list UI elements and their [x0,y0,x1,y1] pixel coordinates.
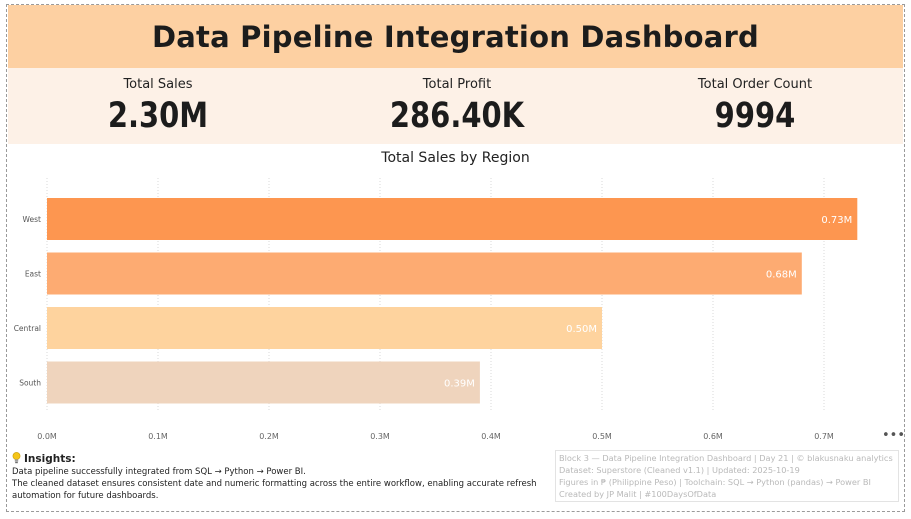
insights-title: Insights: [24,453,76,465]
dashboard-header: Data Pipeline Integration Dashboard [8,5,903,68]
insights-line: Data pipeline successfully integrated fr… [12,467,306,477]
footer-line: Block 3 — Data Pipeline Integration Dash… [559,453,893,463]
sales-by-region-chart: 0.73M 0.68M 0.50M 0.39M 0.0M 0.1M 0.2M 0.3M 0.4… [14,178,858,441]
kpi-label: Total Sales [123,77,193,92]
kpi-band: Total Sales 2.30M Total Profit 286.40K T… [8,68,903,144]
x-tick-label: 0.5M [592,432,612,441]
x-tick-label: 0.4M [481,432,501,441]
insights-line: The cleaned dataset ensures consistent d… [12,479,537,489]
bar-central[interactable] [47,307,602,349]
bar-south[interactable] [47,361,480,404]
insights-line: automation for future dashboards. [12,491,159,501]
footer-line: Created by JP Malit | #100DaysOfData [559,489,717,499]
x-tick-label: 0.1M [148,432,168,441]
kpi-value: 286.40K [389,96,525,136]
kpi-card-total-order-count[interactable]: Total Order Count 9994 [605,68,905,136]
lightbulb-icon [12,452,21,464]
y-tick-label: West [23,215,41,224]
kpi-label: Total Profit [422,77,492,92]
bar-east[interactable] [47,252,802,295]
footer-line: Dataset: Superstore (Cleaned v1.1) | Upd… [559,465,800,475]
chart-title: Total Sales by Region [381,150,530,166]
y-tick-label: East [25,270,41,279]
data-label: 0.39M [444,379,475,390]
data-label: 0.50M [566,324,597,335]
x-tick-label: 0.2M [259,432,279,441]
x-tick-label: 0.6M [703,432,723,441]
more-options-icon[interactable]: ••• [882,428,906,443]
data-label: 0.68M [766,270,797,281]
footer-line: Figures in ₱ (Philippine Peso) | Toolcha… [559,477,871,487]
y-tick-label: South [19,379,41,388]
data-label: 0.73M [821,215,852,226]
kpi-label: Total Order Count [697,77,813,92]
kpi-card-total-profit[interactable]: Total Profit 286.40K [307,68,607,136]
insights-heading: Insights: [12,452,542,466]
y-tick-label: Central [14,324,41,333]
footer-credits: Block 3 — Data Pipeline Integration Dash… [555,450,899,502]
x-tick-label: 0.7M [814,432,834,441]
kpi-value: 9994 [714,96,796,136]
x-tick-label: 0.3M [370,432,390,441]
bar-west[interactable] [47,198,858,240]
x-tick-label: 0.0M [37,432,57,441]
dashboard-title: Data Pipeline Integration Dashboard [151,19,759,54]
kpi-value: 2.30M [107,96,209,136]
insights-panel: Insights: Data pipeline successfully int… [12,452,542,502]
kpi-card-total-sales[interactable]: Total Sales 2.30M [8,68,308,136]
